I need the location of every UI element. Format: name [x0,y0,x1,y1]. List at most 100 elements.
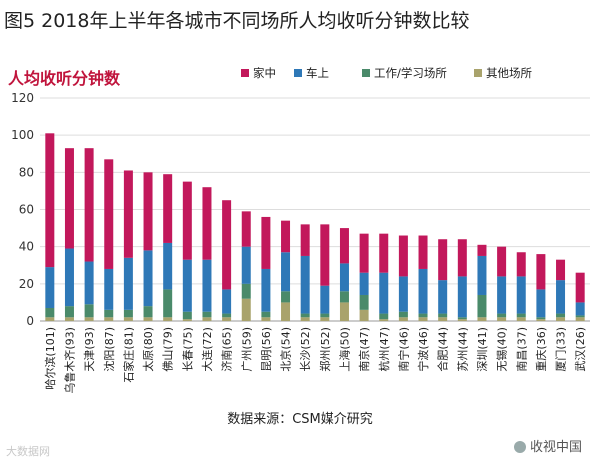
bar-segment [182,259,192,312]
bar-segment [104,159,114,269]
x-tick-label: 济南(65) [220,327,234,372]
bar-segment [64,148,74,249]
bar-segment [418,235,428,269]
y-tick-label: 100 [11,128,34,142]
bar-segment [398,311,408,318]
bar-segment [497,276,507,314]
bar-segment [104,309,114,318]
x-tick-label: 广州(59) [240,327,253,372]
x-tick-label: 南京(47) [357,327,371,372]
y-tick-label: 120 [11,91,34,105]
bar-segment [222,200,232,290]
bar-segment [261,311,271,318]
x-tick-label: 重庆(36) [534,327,548,372]
bar-segment [241,298,251,321]
legend-swatch [294,69,302,77]
bar-segment [418,313,428,318]
x-tick-label: 上海(50) [337,327,351,372]
bar-segment [438,239,448,281]
watermark-right: 收视中国 [513,436,582,455]
bar-segment [477,255,487,295]
bar-segment [516,276,526,314]
bar-segment [398,276,408,312]
legend-label: 其他场所 [486,66,532,80]
bar-segment [575,315,585,318]
bar-segment [84,261,94,305]
bar-segment [202,317,212,321]
x-tick-label: 南宁(46) [396,327,410,372]
bar-segment [497,313,507,318]
bar-segment [398,317,408,321]
x-tick-label: 太原(80) [142,327,155,372]
bar-segment [438,280,448,314]
bar-segment [123,170,133,258]
bar-segment [379,233,389,273]
bar-segment [202,187,212,260]
bar-segment [320,317,330,321]
bar-segment [222,317,232,321]
bar-segment [261,268,271,312]
bar-segment [163,174,173,243]
bar-segment [359,294,369,310]
bar-segment [398,235,408,277]
bar-segment [104,317,114,321]
bar-segment [300,224,310,256]
bar-segment [536,317,546,320]
bar-segment [163,242,173,290]
legend-swatch [241,69,249,77]
bar-segment [182,319,192,321]
bar-segment [143,317,153,321]
y-tick-label: 0 [26,314,34,328]
bar-segment [457,276,467,318]
bar-segment [84,148,94,262]
bar-segment [457,317,467,320]
bar-segment [45,317,55,321]
x-tick-label: 哈尔滨(101) [43,327,57,390]
y-tick-label: 80 [19,165,34,179]
bar-segment [516,313,526,318]
legend-swatch [474,69,482,77]
bar-segment [320,285,330,314]
x-tick-label: 无锡(40) [495,327,509,372]
legend-label: 家中 [253,66,276,80]
bar-segment [418,268,428,314]
bar-segment [64,306,74,318]
wechat-icon [513,441,526,453]
x-tick-label: 沈阳(87) [102,327,116,372]
bar-segment [339,291,349,303]
bar-segment [45,267,55,308]
bar-segment [516,252,526,277]
bar-segment [64,317,74,321]
bar-segment [457,319,467,321]
bar-segment [300,317,310,321]
bar-segment [241,283,251,299]
bar-segment [202,259,212,312]
bar-segment [320,224,330,286]
bar-segment [438,313,448,318]
watermark-right-label: 收视中国 [529,440,582,455]
x-tick-label: 乌鲁木齐(93) [62,327,76,394]
x-tick-label: 北京(54) [279,327,293,372]
bar-segment [261,216,271,269]
bar-segment [143,172,153,251]
bar-segment [575,272,585,303]
legend-label: 工作/学习场所 [374,66,447,80]
bar-segment [359,233,369,273]
x-tick-label: 长春(75) [181,327,194,372]
bar-segment [536,289,546,318]
bar-segment [300,255,310,314]
x-tick-label: 深圳(41) [476,327,489,372]
bar-segment [320,313,330,318]
bar-segment [536,254,546,290]
bar-segment [182,181,192,260]
bar-segment [241,246,251,284]
bar-segment [261,317,271,321]
bar-segment [536,319,546,321]
legend-swatch [362,69,370,77]
bar-segment [339,228,349,264]
bar-segment [438,317,448,321]
x-tick-label: 南昌(37) [515,327,528,372]
bar-segment [84,317,94,321]
y-tick-label: 40 [19,240,34,254]
bar-segment [575,317,585,321]
